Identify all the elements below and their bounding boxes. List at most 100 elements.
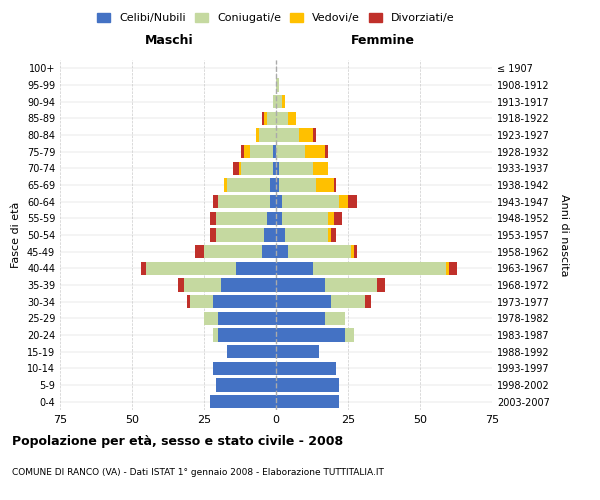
Bar: [276, 212, 282, 225]
Bar: [354, 245, 356, 258]
Bar: [276, 362, 337, 375]
Bar: [276, 162, 279, 175]
Bar: [210, 212, 215, 225]
Text: COMUNE DI RANCO (VA) - Dati ISTAT 1° gennaio 2008 - Elaborazione TUTTITALIA.IT: COMUNE DI RANCO (VA) - Dati ISTAT 1° gen…: [12, 468, 384, 477]
Bar: [328, 228, 331, 241]
Bar: [279, 178, 316, 192]
Bar: [348, 195, 356, 208]
Bar: [215, 212, 268, 225]
Bar: [276, 95, 282, 108]
Bar: [262, 112, 265, 125]
Bar: [331, 228, 337, 241]
Bar: [313, 262, 446, 275]
Bar: [305, 145, 325, 158]
Bar: [218, 195, 270, 208]
Bar: [178, 278, 184, 291]
Bar: [227, 178, 270, 192]
Bar: [146, 262, 236, 275]
Bar: [328, 212, 334, 225]
Bar: [270, 178, 276, 192]
Bar: [196, 245, 204, 258]
Bar: [218, 312, 276, 325]
Bar: [282, 95, 284, 108]
Bar: [334, 178, 337, 192]
Bar: [210, 228, 215, 241]
Bar: [276, 228, 284, 241]
Bar: [236, 262, 276, 275]
Bar: [268, 112, 276, 125]
Bar: [276, 295, 331, 308]
Bar: [325, 312, 345, 325]
Bar: [276, 345, 319, 358]
Bar: [273, 145, 276, 158]
Bar: [215, 378, 276, 392]
Bar: [212, 328, 218, 342]
Bar: [256, 128, 259, 141]
Bar: [316, 178, 334, 192]
Bar: [325, 278, 377, 291]
Bar: [282, 195, 340, 208]
Bar: [273, 95, 276, 108]
Bar: [204, 312, 218, 325]
Bar: [276, 195, 282, 208]
Bar: [276, 395, 340, 408]
Bar: [221, 278, 276, 291]
Bar: [446, 262, 449, 275]
Bar: [270, 195, 276, 208]
Bar: [227, 345, 276, 358]
Bar: [331, 295, 365, 308]
Text: Femmine: Femmine: [350, 34, 415, 46]
Bar: [282, 212, 328, 225]
Bar: [212, 295, 276, 308]
Bar: [265, 228, 276, 241]
Text: Maschi: Maschi: [145, 34, 194, 46]
Bar: [268, 212, 276, 225]
Bar: [210, 395, 276, 408]
Bar: [187, 295, 190, 308]
Bar: [212, 362, 276, 375]
Bar: [241, 145, 244, 158]
Bar: [239, 162, 241, 175]
Bar: [299, 128, 313, 141]
Bar: [244, 145, 250, 158]
Bar: [276, 245, 287, 258]
Text: Popolazione per età, sesso e stato civile - 2008: Popolazione per età, sesso e stato civil…: [12, 435, 343, 448]
Bar: [276, 178, 279, 192]
Bar: [250, 145, 273, 158]
Bar: [265, 112, 268, 125]
Bar: [218, 328, 276, 342]
Bar: [313, 162, 328, 175]
Bar: [190, 295, 212, 308]
Bar: [259, 128, 276, 141]
Bar: [276, 128, 299, 141]
Bar: [449, 262, 457, 275]
Bar: [276, 328, 345, 342]
Bar: [276, 312, 325, 325]
Bar: [241, 162, 273, 175]
Bar: [276, 262, 313, 275]
Bar: [224, 178, 227, 192]
Bar: [287, 245, 351, 258]
Bar: [313, 128, 316, 141]
Bar: [276, 145, 305, 158]
Bar: [276, 278, 325, 291]
Bar: [279, 162, 313, 175]
Bar: [276, 78, 279, 92]
Bar: [212, 195, 218, 208]
Bar: [215, 228, 265, 241]
Y-axis label: Fasce di età: Fasce di età: [11, 202, 21, 268]
Bar: [233, 162, 239, 175]
Bar: [325, 145, 328, 158]
Bar: [204, 245, 262, 258]
Bar: [377, 278, 385, 291]
Bar: [334, 212, 342, 225]
Bar: [276, 112, 287, 125]
Y-axis label: Anni di nascita: Anni di nascita: [559, 194, 569, 276]
Bar: [262, 245, 276, 258]
Bar: [287, 112, 296, 125]
Bar: [184, 278, 221, 291]
Bar: [351, 245, 354, 258]
Bar: [273, 162, 276, 175]
Bar: [365, 295, 371, 308]
Bar: [340, 195, 348, 208]
